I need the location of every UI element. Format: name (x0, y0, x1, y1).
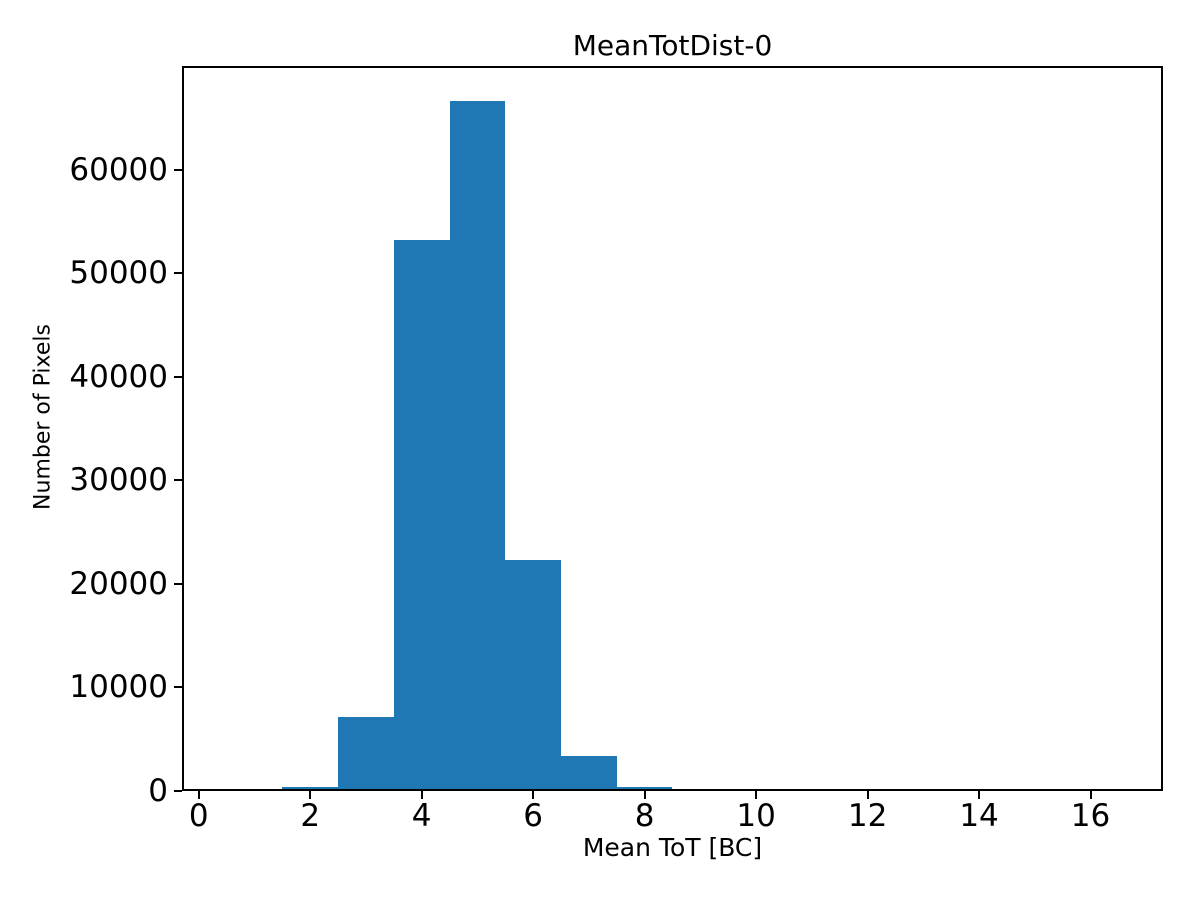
y-tick-mark (174, 479, 182, 482)
y-tick-label: 60000 (69, 151, 168, 188)
x-tick-label: 10 (736, 798, 776, 834)
y-tick-label: 20000 (69, 565, 168, 602)
x-tick-mark (197, 791, 200, 799)
x-tick-mark (755, 791, 758, 799)
y-tick-mark (174, 375, 182, 378)
x-tick-mark (1089, 791, 1092, 799)
y-tick-mark (174, 168, 182, 171)
y-tick-label: 50000 (69, 255, 168, 292)
x-tick-mark (420, 791, 423, 799)
plot-area (182, 66, 1163, 791)
x-tick-mark (532, 791, 535, 799)
x-tick-label: 6 (523, 798, 544, 834)
histogram-bar (505, 560, 562, 791)
x-axis-label: Mean ToT [BC] (582, 833, 763, 862)
y-tick-label: 10000 (69, 669, 168, 706)
x-tick-label: 14 (959, 798, 999, 834)
x-tick-label: 4 (411, 798, 432, 834)
x-tick-label: 16 (1070, 798, 1111, 834)
histogram-bar (282, 786, 339, 791)
y-tick-label: 0 (148, 773, 168, 809)
chart-title: MeanTotDist-0 (572, 29, 773, 62)
x-tick-mark (866, 791, 869, 799)
histogram-bar (338, 717, 394, 791)
x-tick-mark (978, 791, 981, 799)
y-tick-mark (174, 790, 182, 792)
x-tick-label: 12 (847, 798, 888, 834)
y-axis-label: Number of Pixels (30, 324, 56, 510)
histogram-bar (616, 786, 673, 791)
x-tick-label: 8 (634, 798, 655, 834)
histogram-bar (561, 755, 617, 791)
x-tick-label: 0 (188, 798, 209, 834)
histogram-bar (393, 240, 450, 791)
y-tick-mark (174, 686, 182, 689)
x-tick-mark (643, 791, 646, 799)
x-tick-mark (309, 791, 312, 799)
y-tick-label: 40000 (69, 358, 168, 395)
y-tick-mark (174, 272, 182, 275)
y-tick-label: 30000 (69, 462, 168, 499)
histogram-bar (449, 101, 506, 791)
y-tick-mark (174, 582, 182, 585)
x-tick-label: 2 (300, 798, 321, 834)
